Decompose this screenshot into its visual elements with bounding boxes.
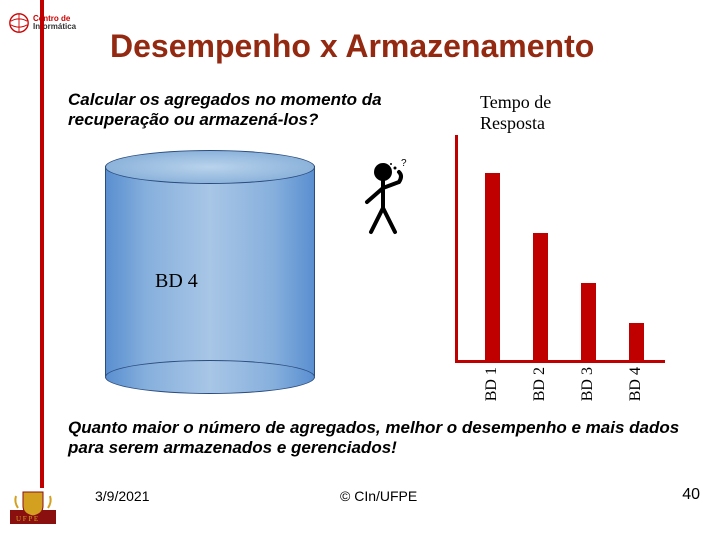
- question-text: Calcular os agregados no momento da recu…: [68, 90, 448, 130]
- chart-bar: [485, 173, 500, 363]
- chart-x-label: BD 4: [627, 367, 645, 401]
- response-time-label: Tempo de Resposta: [480, 92, 551, 134]
- footer-date: 3/9/2021: [95, 488, 150, 504]
- footer-copyright: © CIn/UFPE: [340, 488, 417, 504]
- conclusion-text: Quanto maior o número de agregados, melh…: [68, 418, 688, 457]
- cylinder-label: BD 4: [155, 270, 198, 293]
- database-cylinder: [105, 150, 315, 390]
- top-logo: Centro de Informática: [8, 8, 93, 38]
- bar-chart: BD 1 BD 2 BD 3 BD 4: [455, 135, 675, 415]
- bottom-shield-icon: U F P E: [8, 487, 58, 525]
- footer-page-number: 40: [682, 486, 700, 504]
- chart-x-label: BD 2: [531, 367, 549, 401]
- svg-text:?: ?: [401, 158, 407, 169]
- chart-bar: [581, 283, 596, 363]
- chart-y-axis: [455, 135, 458, 363]
- chart-bar: [629, 323, 644, 363]
- logo-globe-icon: [8, 12, 30, 34]
- svg-text:U F P E: U F P E: [16, 515, 38, 523]
- vertical-stripes: [40, 42, 60, 540]
- thinking-person-icon: ?: [353, 158, 413, 238]
- chart-bar: [533, 233, 548, 363]
- slide-title: Desempenho x Armazenamento: [110, 28, 594, 65]
- footer: U F P E 3/9/2021 © CIn/UFPE 40: [0, 495, 720, 525]
- chart-x-label: BD 1: [483, 367, 501, 401]
- slide: Centro de Informática Desempenho x Armaz…: [0, 0, 720, 540]
- chart-x-label: BD 3: [579, 367, 597, 401]
